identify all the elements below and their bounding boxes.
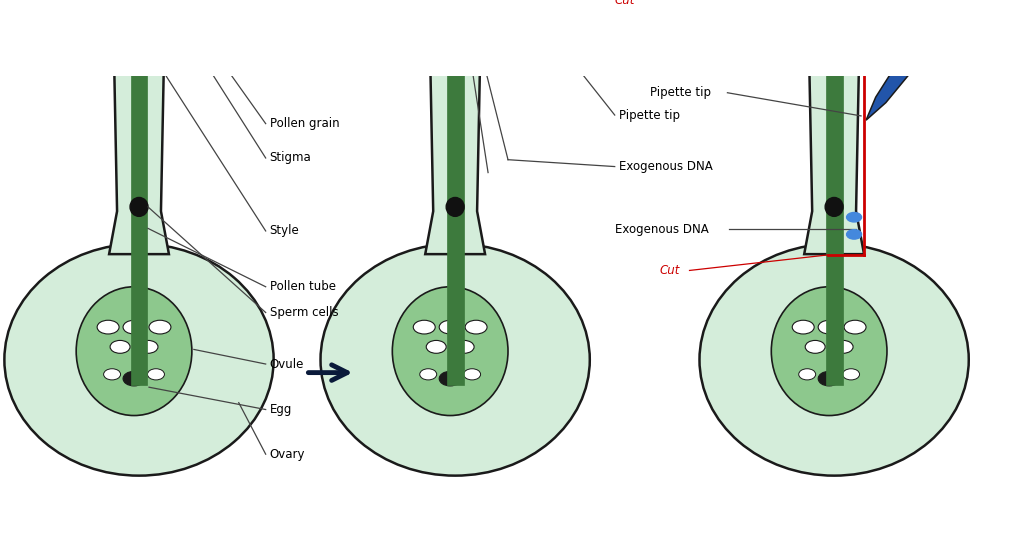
Ellipse shape (123, 371, 145, 386)
Ellipse shape (392, 287, 508, 416)
Ellipse shape (847, 230, 861, 239)
Circle shape (4, 244, 273, 476)
Text: Pipette tip: Pipette tip (618, 108, 680, 122)
Ellipse shape (130, 197, 148, 216)
Text: Egg: Egg (269, 403, 292, 416)
Ellipse shape (420, 368, 436, 380)
FancyBboxPatch shape (802, 0, 866, 11)
Ellipse shape (414, 320, 435, 334)
FancyBboxPatch shape (108, 0, 171, 11)
Ellipse shape (111, 340, 130, 353)
Ellipse shape (439, 320, 461, 334)
Polygon shape (446, 3, 464, 386)
Polygon shape (130, 3, 147, 386)
Ellipse shape (76, 287, 191, 416)
Polygon shape (103, 0, 174, 6)
Circle shape (321, 244, 590, 476)
Text: Pollen grain: Pollen grain (269, 117, 339, 130)
Ellipse shape (97, 320, 119, 334)
Ellipse shape (847, 212, 861, 222)
Text: Ovary: Ovary (269, 448, 305, 461)
Ellipse shape (103, 368, 121, 380)
Ellipse shape (834, 340, 853, 353)
Text: Sperm cells: Sperm cells (269, 306, 338, 319)
Polygon shape (420, 0, 490, 6)
Text: Style: Style (269, 224, 299, 238)
Text: Cut: Cut (659, 264, 680, 277)
Ellipse shape (843, 368, 859, 380)
Ellipse shape (426, 340, 446, 353)
Ellipse shape (446, 197, 464, 216)
Text: Exogenous DNA: Exogenous DNA (614, 223, 709, 236)
Ellipse shape (818, 371, 840, 386)
Polygon shape (866, 46, 926, 120)
Ellipse shape (464, 368, 480, 380)
Circle shape (699, 244, 969, 476)
Polygon shape (825, 3, 843, 386)
Ellipse shape (439, 371, 461, 386)
Ellipse shape (844, 320, 866, 334)
Text: Pipette tip: Pipette tip (649, 86, 711, 99)
Ellipse shape (771, 287, 887, 416)
FancyBboxPatch shape (423, 0, 487, 11)
Text: Stigma: Stigma (269, 151, 311, 164)
Polygon shape (804, 9, 864, 254)
Text: Cut: Cut (614, 0, 635, 7)
Ellipse shape (465, 320, 487, 334)
Polygon shape (908, 3, 956, 55)
Ellipse shape (455, 340, 474, 353)
Polygon shape (425, 9, 485, 254)
Polygon shape (110, 9, 169, 254)
Ellipse shape (805, 340, 825, 353)
Ellipse shape (825, 197, 843, 216)
Ellipse shape (147, 368, 165, 380)
Ellipse shape (799, 368, 816, 380)
Text: Pollen tube: Pollen tube (269, 280, 336, 293)
Ellipse shape (148, 320, 171, 334)
Text: Exogenous DNA: Exogenous DNA (618, 160, 713, 173)
Ellipse shape (818, 320, 840, 334)
Ellipse shape (793, 320, 814, 334)
Ellipse shape (123, 320, 145, 334)
Ellipse shape (138, 340, 158, 353)
Text: Ovule: Ovule (269, 358, 304, 371)
Polygon shape (799, 0, 869, 6)
